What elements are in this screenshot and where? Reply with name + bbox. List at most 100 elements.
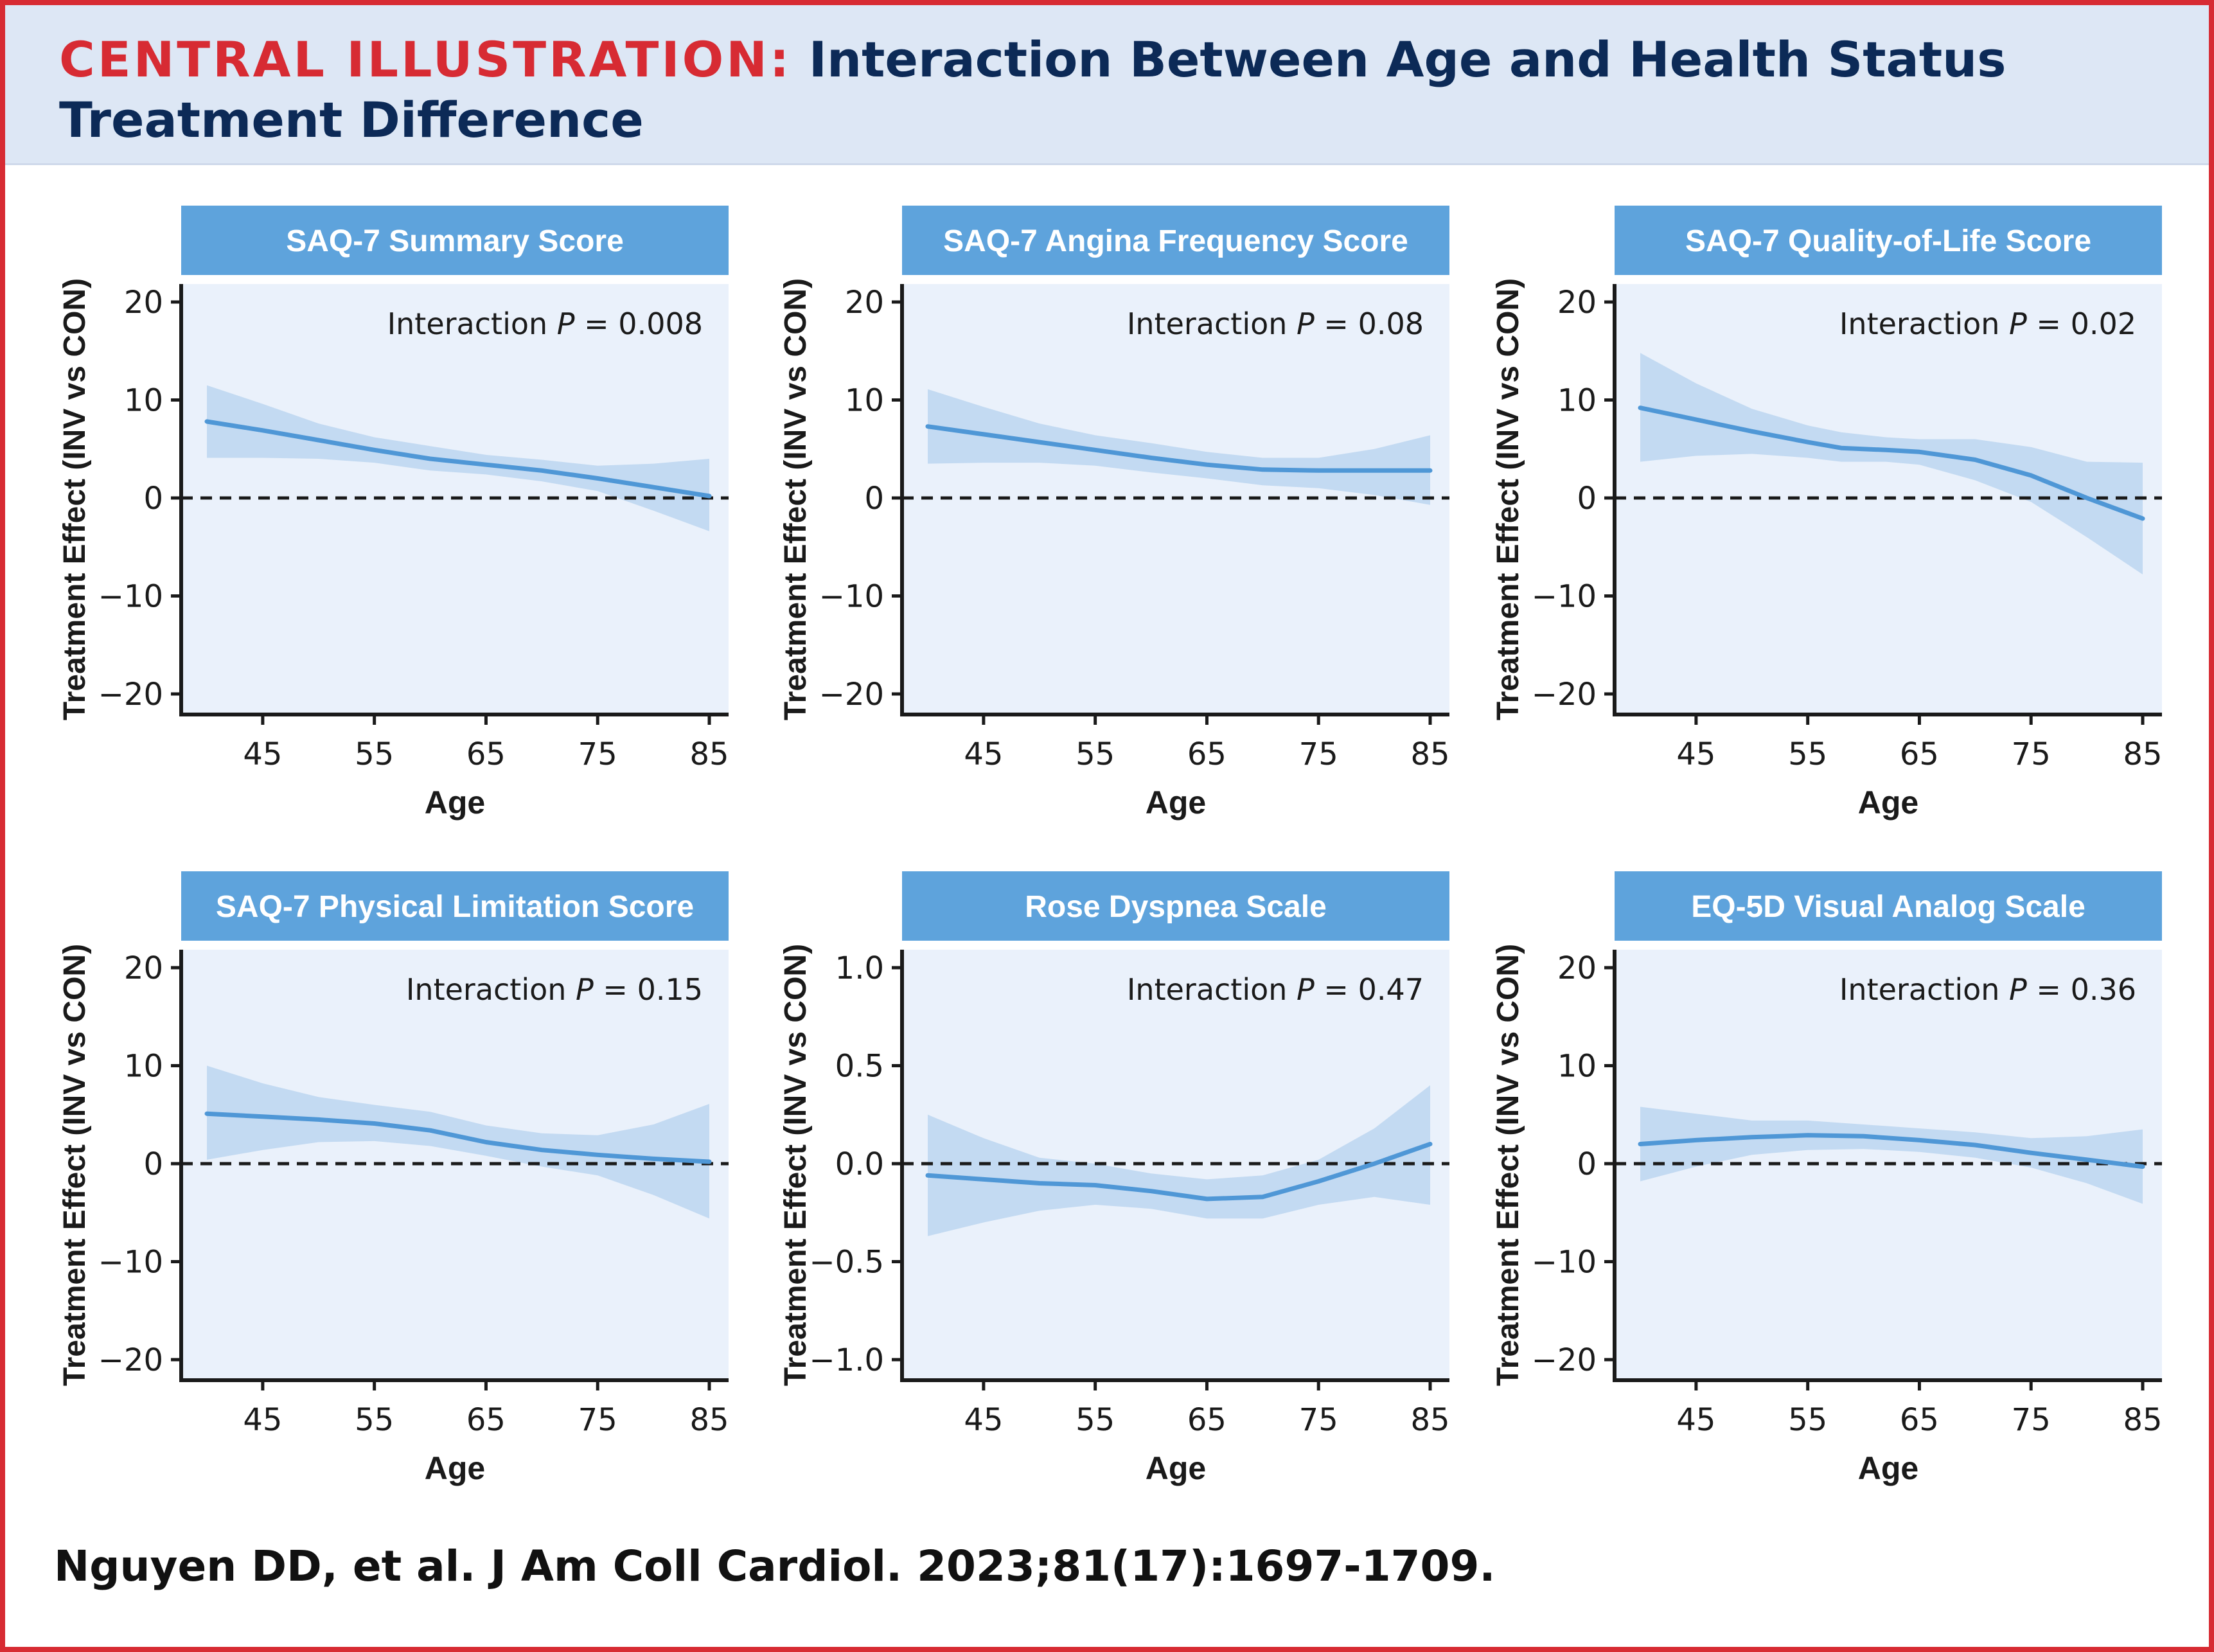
- x-tick-label: 45: [964, 1402, 1003, 1438]
- x-tick-label: 55: [1788, 1402, 1827, 1438]
- x-axis-label: Age: [1146, 1450, 1206, 1486]
- chart-panel: Rose Dyspnea Scale 1.0 0.5 0.0 −0.5 −1.0 45 55 6…: [779, 871, 1450, 1486]
- chart-panel: EQ-5D Visual Analog Scale 20 10 0 −10 −20 45 55…: [1491, 871, 2163, 1486]
- x-tick-label: 75: [578, 736, 617, 772]
- y-tick-label: −20: [1532, 1342, 1597, 1378]
- panel-title-bar: [902, 206, 1449, 275]
- series-line: [925, 1142, 1433, 1202]
- annotation-p: P: [576, 972, 594, 1007]
- chart-panel: SAQ-7 Summary Score 20 10 0 −10 −20 45 55 65 75 85…: [58, 206, 729, 821]
- annotation-p: P: [557, 306, 575, 341]
- y-axis-label: Treatment Effect (INV vs CON): [1491, 278, 1525, 720]
- series-line: [1638, 1133, 2145, 1169]
- y-tick-label: −10: [98, 1245, 163, 1281]
- chart-panel: SAQ-7 Angina Frequency Score 20 10 0 −10 −20 4…: [779, 206, 1450, 821]
- y-tick-label: 10: [1557, 1049, 1597, 1085]
- y-axis-label: Treatment Effect (INV vs CON): [1491, 944, 1525, 1386]
- x-tick-label: 65: [466, 1402, 506, 1438]
- confidence-band: [207, 385, 709, 531]
- x-tick-label: 65: [1187, 1402, 1227, 1438]
- y-tick-label: 1.0: [835, 950, 884, 986]
- x-axis-label: Age: [425, 1450, 485, 1486]
- x-tick-label: 45: [1676, 736, 1715, 772]
- annotation-prefix: Interaction: [1127, 972, 1297, 1007]
- annotation-prefix: Interaction: [1839, 306, 2009, 341]
- y-tick-label: 0: [1577, 481, 1597, 517]
- y-tick-label: 10: [845, 383, 884, 419]
- x-tick-label: 65: [466, 736, 506, 772]
- panel-title: SAQ-7 Angina Frequency Score: [943, 224, 1408, 258]
- confidence-band: [928, 1085, 1430, 1236]
- x-tick-label: 85: [1410, 1402, 1449, 1438]
- x-tick-label: 75: [2012, 1402, 2051, 1438]
- y-tick-label: −20: [819, 677, 884, 713]
- y-tick-label: 0: [143, 1146, 163, 1182]
- interaction-p-annotation: Interaction P = 0.47: [1127, 972, 1424, 1007]
- x-tick-label: 85: [689, 736, 729, 772]
- annotation-prefix: Interaction: [1127, 306, 1297, 341]
- series-line: [925, 424, 1433, 473]
- x-tick-label: 45: [243, 736, 282, 772]
- interaction-p-annotation: Interaction P = 0.02: [1839, 306, 2136, 341]
- x-tick-label: 85: [2123, 736, 2162, 772]
- confidence-band: [1640, 1106, 2143, 1204]
- y-tick-label: −20: [1532, 677, 1597, 713]
- y-axis-label: Treatment Effect (INV vs CON): [779, 944, 813, 1386]
- annotation-value: = 0.15: [594, 972, 703, 1007]
- panel-title: SAQ-7 Physical Limitation Score: [216, 890, 694, 924]
- x-tick-label: 65: [1900, 1402, 1939, 1438]
- x-tick-label: 65: [1900, 736, 1939, 772]
- panel-title-bar: [181, 206, 729, 275]
- panel-title: SAQ-7 Summary Score: [286, 224, 624, 258]
- series-line: [1638, 405, 2145, 521]
- series-line: [204, 419, 712, 499]
- panel-title-bar: [902, 871, 1449, 941]
- panel-title: SAQ-7 Quality-of-Life Score: [1685, 224, 2091, 258]
- annotation-value: = 0.47: [1315, 972, 1424, 1007]
- figure-title: Interaction Between Age and Health Statu…: [59, 31, 2006, 148]
- y-tick-label: 10: [124, 383, 163, 419]
- y-tick-label: −20: [98, 677, 163, 713]
- x-axis-label: Age: [1146, 785, 1206, 821]
- y-axis-label: Treatment Effect (INV vs CON): [779, 278, 813, 720]
- panel-title: EQ-5D Visual Analog Scale: [1691, 890, 2086, 924]
- header: CENTRAL ILLUSTRATION: Interaction Betwee…: [5, 5, 2209, 165]
- annotation-prefix: Interaction: [1839, 972, 2009, 1007]
- y-tick-label: 20: [845, 285, 884, 321]
- x-tick-label: 75: [1299, 1402, 1338, 1438]
- x-tick-label: 45: [1676, 1402, 1715, 1438]
- y-tick-label: 10: [124, 1049, 163, 1085]
- x-tick-label: 75: [578, 1402, 617, 1438]
- y-tick-label: 20: [1557, 285, 1597, 321]
- panel-title-bar: [181, 871, 729, 941]
- x-axis-label: Age: [425, 785, 485, 821]
- annotation-p: P: [1297, 306, 1315, 341]
- y-tick-label: −0.5: [809, 1245, 884, 1281]
- interaction-p-annotation: Interaction P = 0.08: [1127, 306, 1424, 341]
- interaction-p-annotation: Interaction P = 0.15: [406, 972, 703, 1007]
- x-tick-label: 75: [1299, 736, 1338, 772]
- x-axis-label: Age: [1858, 785, 1918, 821]
- panel-title: Rose Dyspnea Scale: [1025, 890, 1327, 924]
- interaction-p-annotation: Interaction P = 0.008: [387, 306, 703, 341]
- y-tick-label: −1.0: [809, 1342, 884, 1378]
- y-tick-label: 10: [1557, 383, 1597, 419]
- y-tick-label: −10: [98, 579, 163, 615]
- panel-title-bar: [1615, 206, 2162, 275]
- annotation-prefix: Interaction: [406, 972, 576, 1007]
- confidence-band: [1640, 353, 2143, 574]
- annotation-p: P: [1297, 972, 1315, 1007]
- series-line: [204, 1111, 712, 1164]
- y-tick-label: 0.5: [835, 1049, 884, 1085]
- x-tick-label: 85: [689, 1402, 729, 1438]
- y-tick-label: 0: [143, 481, 163, 517]
- x-tick-label: 85: [1410, 736, 1449, 772]
- annotation-prefix: Interaction: [387, 306, 557, 341]
- y-tick-label: −20: [98, 1342, 163, 1378]
- interaction-p-annotation: Interaction P = 0.36: [1839, 972, 2136, 1007]
- central-illustration-label: CENTRAL ILLUSTRATION:: [59, 31, 792, 88]
- annotation-value: = 0.08: [1315, 306, 1424, 341]
- y-tick-label: 0: [864, 481, 884, 517]
- chart-panel: SAQ-7 Quality-of-Life Score 20 10 0 −10 −20 45…: [1491, 206, 2163, 821]
